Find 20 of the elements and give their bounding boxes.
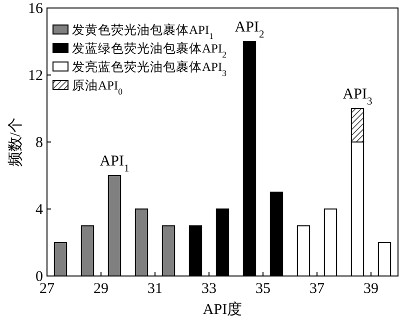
x-tick-label: 39 <box>364 281 378 297</box>
x-tick-label: 35 <box>256 281 270 297</box>
legend-label: 发亮蓝色荧光油包裹体API$_{3}$ <box>72 59 228 78</box>
y-tick-label: 4 <box>36 202 44 218</box>
x-tick-label: 29 <box>94 281 108 297</box>
legend-label: 发蓝绿色荧光油包裹体API$_{2}$ <box>72 40 227 60</box>
annotation: API$_{3}$ <box>342 86 372 107</box>
legend-label: 发黄色荧光油包裹体API$_{1}$ <box>72 22 214 41</box>
x-tick-label: 27 <box>40 281 55 297</box>
y-tick-label: 12 <box>28 68 43 84</box>
y-tick-label: 8 <box>36 135 43 151</box>
x-tick-label: 33 <box>202 281 216 297</box>
y-axis-title: 频数/个 <box>7 117 24 167</box>
annotation: API$_{1}$ <box>100 154 130 174</box>
x-tick-label: 31 <box>148 281 162 297</box>
x-tick-label: 37 <box>310 281 325 297</box>
x-axis-title: API度 <box>202 301 242 318</box>
legend-label: 原油API$_{0}$ <box>72 78 124 96</box>
annotation: API$_{2}$ <box>234 20 264 40</box>
y-tick-label: 16 <box>28 1 44 17</box>
